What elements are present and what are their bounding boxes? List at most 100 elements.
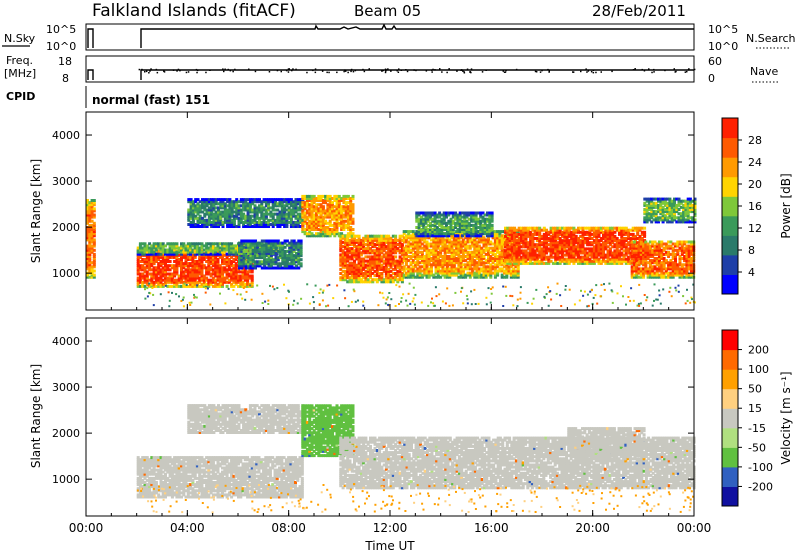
power-cell [138, 248, 142, 252]
power-cell [283, 220, 287, 224]
power-cell [326, 228, 330, 231]
power-cell [335, 223, 339, 227]
power-cell [214, 242, 218, 246]
power-cell [280, 198, 284, 202]
power-cell [251, 220, 255, 224]
power-cell [219, 204, 223, 208]
power-cell [326, 203, 330, 207]
power-cell [305, 232, 309, 236]
power-cell [299, 249, 303, 253]
power-cell [225, 276, 229, 280]
power-cell [226, 223, 230, 226]
power-cell [303, 203, 307, 207]
power-cell [230, 246, 234, 250]
nave-dot [234, 68, 236, 71]
power-cell [88, 238, 92, 242]
power-cell [281, 254, 285, 258]
power-cell [159, 255, 163, 259]
power-cell [232, 250, 236, 254]
power-cell [173, 252, 177, 256]
power-cell [249, 266, 253, 270]
power-cell [244, 243, 248, 247]
power-cell [333, 209, 337, 213]
power-cell [242, 254, 246, 258]
power-cell [161, 253, 165, 257]
power-cell [152, 270, 156, 274]
power-cell [276, 220, 280, 224]
power-cell [223, 268, 227, 272]
power-cell [344, 194, 348, 198]
power-cell [164, 278, 167, 282]
power-cell [290, 254, 294, 258]
power-cell [90, 271, 94, 275]
power-cell [205, 266, 209, 270]
nave-dot [384, 71, 387, 74]
nave-dot [177, 68, 180, 71]
power-cell [312, 209, 316, 213]
power-cell [301, 221, 305, 225]
power-cell [211, 268, 215, 272]
power-cell [315, 203, 318, 207]
power-cell [86, 199, 89, 202]
power-cell [344, 219, 348, 223]
power-cell [92, 201, 96, 205]
power-cell [328, 205, 332, 209]
power-cell [301, 197, 305, 200]
power-cell [166, 280, 170, 284]
power-cell [276, 241, 280, 245]
power-cell [333, 232, 337, 236]
power-cell [232, 246, 236, 250]
power-cell [175, 280, 179, 284]
power-cell [232, 204, 236, 208]
power-cell [88, 246, 92, 250]
power-cell [246, 274, 250, 278]
power-cell [196, 225, 200, 228]
power-cell [264, 210, 268, 214]
power-cell [191, 216, 195, 220]
power-cell [221, 220, 225, 224]
power-cell [237, 276, 240, 280]
power-cell [346, 211, 350, 215]
power-cell [168, 276, 172, 280]
power-cell [86, 250, 89, 254]
power-cell [310, 217, 314, 221]
power-cell [88, 215, 92, 219]
power-cell [326, 230, 330, 234]
power-cell [189, 248, 193, 252]
power-cell [242, 262, 246, 266]
power-cell [143, 246, 147, 250]
power-cell [175, 250, 179, 254]
power-cell [324, 194, 328, 198]
power-cell [86, 203, 89, 207]
power-cell [243, 272, 247, 276]
power-cell [315, 213, 318, 217]
nave-dot [664, 69, 666, 72]
power-cell [253, 198, 257, 202]
power-cell [253, 200, 257, 204]
power-cell [161, 272, 165, 276]
power-cell [180, 278, 183, 282]
power-cell [289, 200, 293, 204]
power-cell [312, 199, 316, 202]
power-cell [246, 218, 250, 222]
power-cell [202, 284, 206, 288]
power-cell [267, 218, 271, 222]
power-cell [240, 256, 244, 260]
power-cell [218, 250, 222, 254]
power-cell [258, 200, 261, 204]
power-cell [214, 218, 218, 222]
power-cell [148, 262, 152, 266]
power-cell [141, 258, 145, 261]
power-cell [281, 243, 285, 247]
power-cell [324, 201, 328, 205]
power-cell [244, 218, 248, 222]
power-cell [159, 246, 163, 250]
power-cell [86, 246, 89, 250]
power-cell [152, 266, 156, 270]
power-cell [150, 258, 154, 261]
power-cell [294, 200, 298, 204]
power-cell [287, 216, 291, 220]
nsearch-label: N.Search [746, 32, 796, 45]
power-cell [182, 255, 186, 259]
power-cell [202, 255, 206, 259]
